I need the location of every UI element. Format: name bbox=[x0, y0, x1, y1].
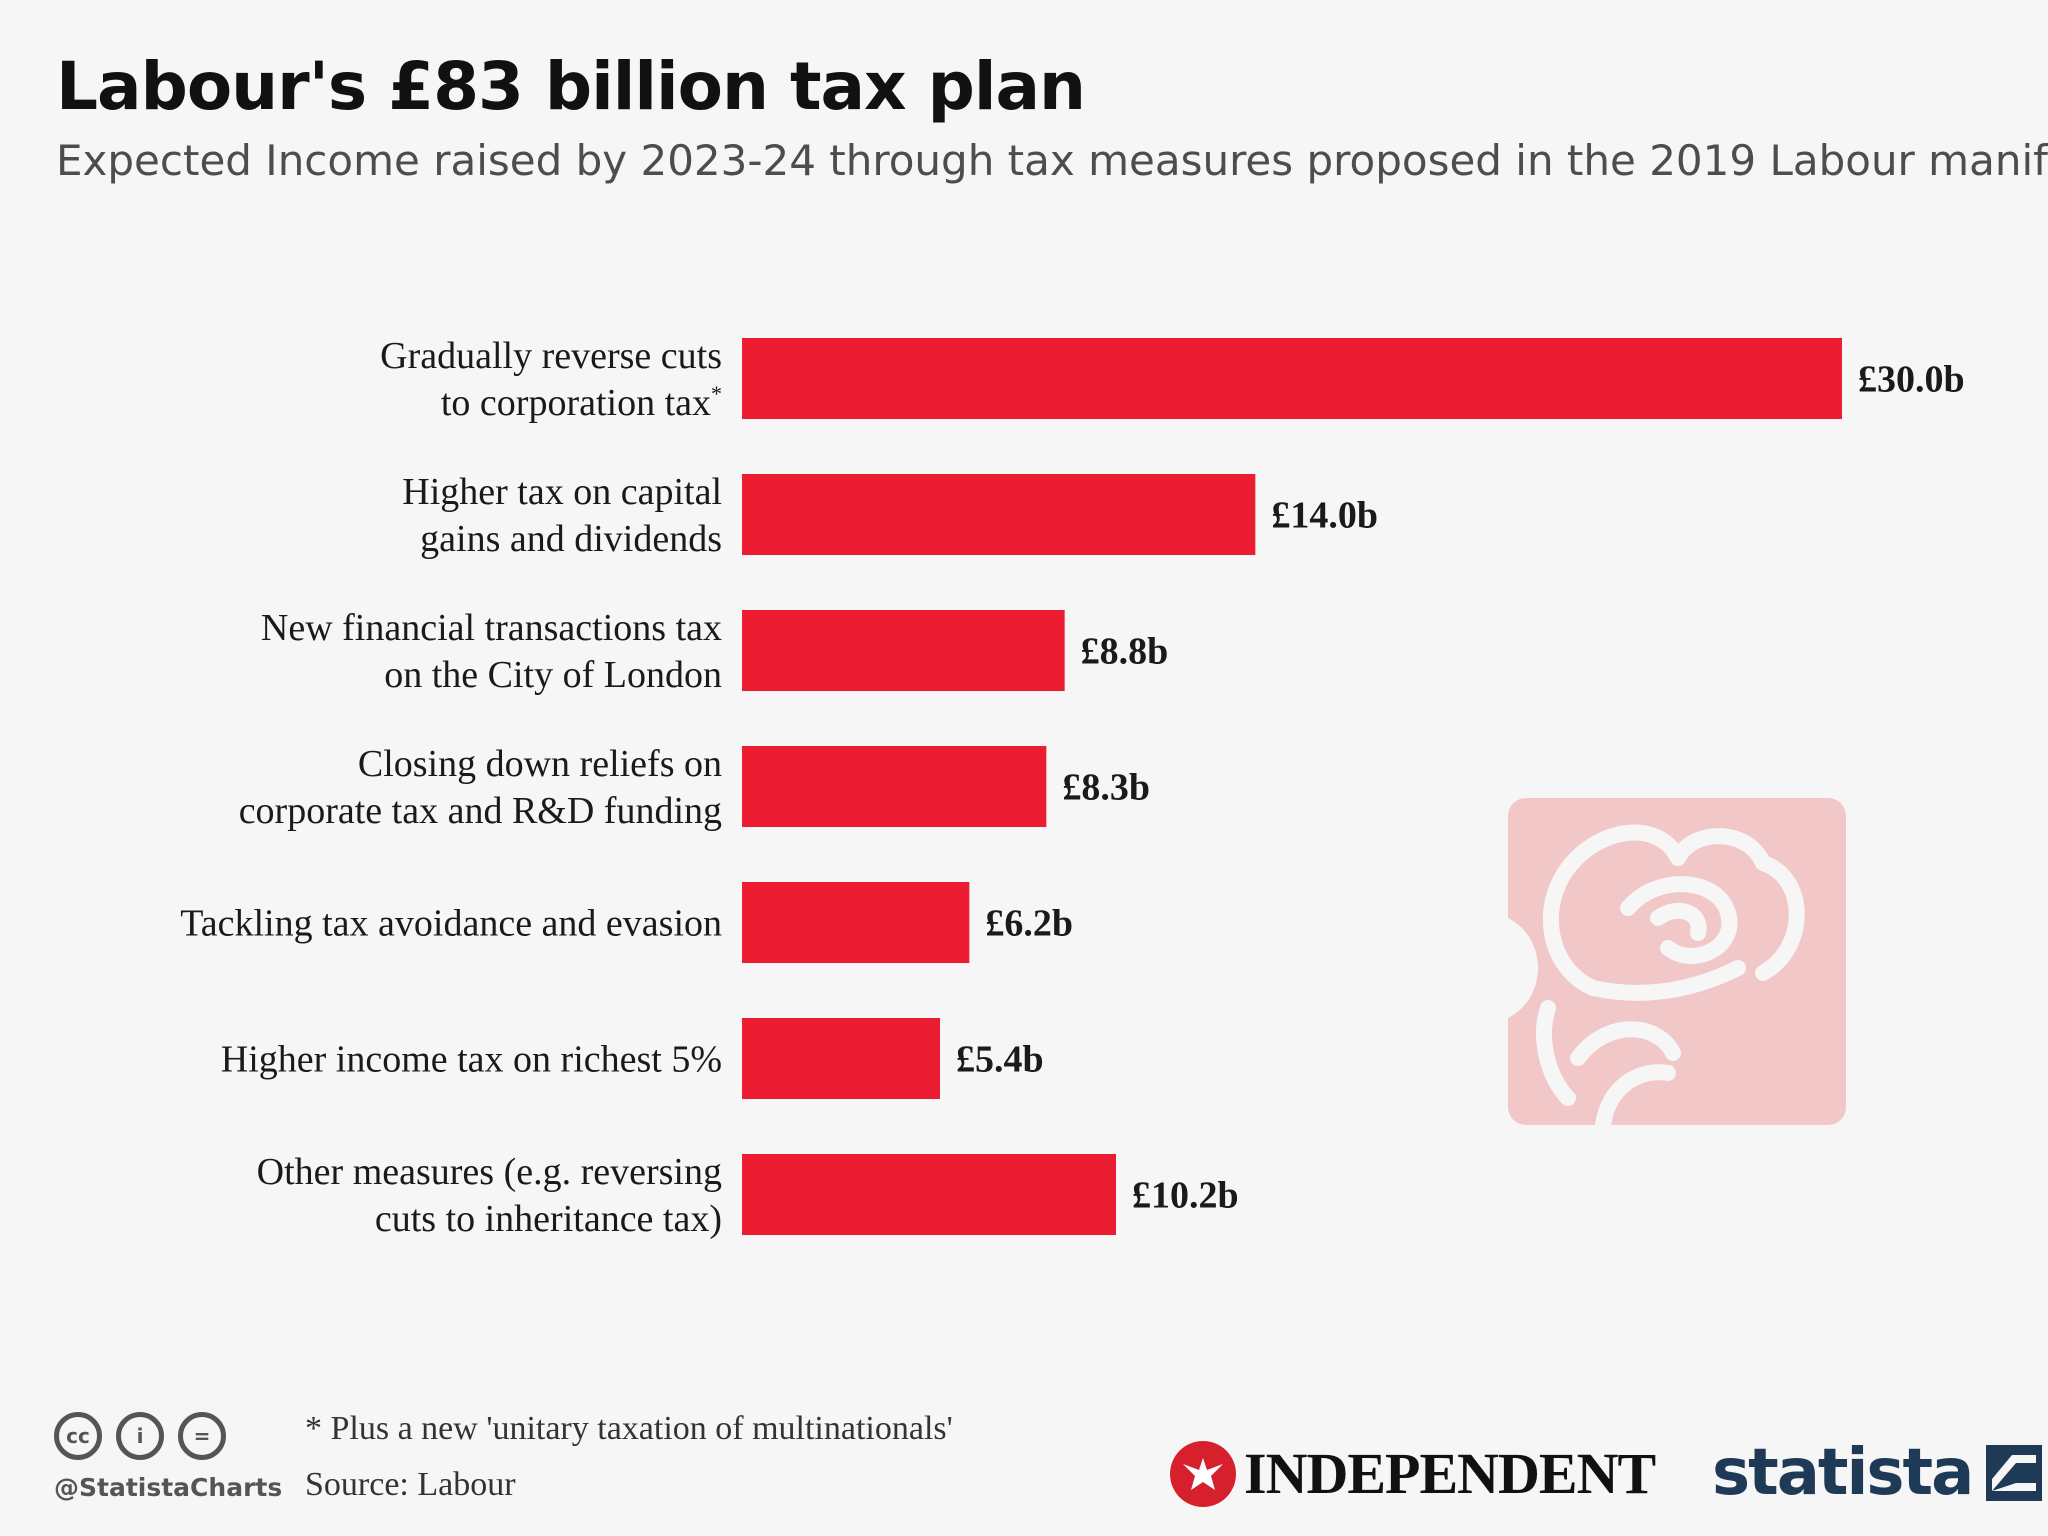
footnote: * Plus a new 'unitary taxation of multin… bbox=[305, 1410, 953, 1447]
chart-title: Labour's £83 billion tax plan bbox=[56, 48, 1086, 125]
bar-1 bbox=[742, 474, 1256, 555]
category-label-3-line-0: Closing down reliefs on bbox=[358, 743, 722, 785]
license-icons: cc i = bbox=[54, 1412, 226, 1460]
bar-5 bbox=[742, 1018, 940, 1099]
statista-wordmark: statista bbox=[1712, 1436, 1974, 1510]
category-label-6-line-0: Other measures (e.g. reversing bbox=[257, 1151, 722, 1193]
category-label-0-line-0: Gradually reverse cuts bbox=[380, 335, 722, 377]
category-label-1-line-0: Higher tax on capital bbox=[402, 471, 722, 513]
category-label-0-line-1: to corporation tax* bbox=[441, 381, 722, 424]
bar-6 bbox=[742, 1154, 1116, 1235]
value-label-4: £6.2b bbox=[985, 903, 1073, 945]
category-label-5-line-0: Higher income tax on richest 5% bbox=[221, 1039, 722, 1081]
value-label-2: £8.8b bbox=[1081, 631, 1169, 673]
bar-2 bbox=[742, 610, 1065, 691]
category-label-6-line-1: cuts to inheritance tax) bbox=[375, 1198, 722, 1240]
statista-handle[interactable]: @StatistaCharts bbox=[54, 1473, 283, 1502]
category-label-1-line-1: gains and dividends bbox=[420, 518, 722, 560]
value-label-1: £14.0b bbox=[1271, 495, 1378, 537]
category-label-2-line-0: New financial transactions tax bbox=[261, 607, 722, 649]
bar-4 bbox=[742, 882, 970, 963]
category-label-2-line-1: on the City of London bbox=[384, 654, 722, 696]
category-label-3-line-1: corporate tax and R&D funding bbox=[239, 790, 722, 832]
chart-subtitle: Expected Income raised by 2023-24 throug… bbox=[56, 136, 2048, 185]
value-label-5: £5.4b bbox=[956, 1039, 1044, 1081]
independent-logo[interactable]: INDEPENDENT bbox=[1170, 1440, 1656, 1507]
statista-mark-icon bbox=[1986, 1445, 2043, 1501]
bar-0 bbox=[742, 338, 1842, 419]
no-derivatives-icon[interactable]: = bbox=[178, 1412, 226, 1460]
cc-icon[interactable]: cc bbox=[54, 1412, 102, 1460]
labour-rose-watermark bbox=[1508, 798, 1846, 1125]
category-label-4-line-0: Tackling tax avoidance and evasion bbox=[180, 903, 722, 945]
eagle-icon bbox=[1170, 1440, 1236, 1507]
statista-logo[interactable]: statista bbox=[1712, 1436, 2043, 1510]
value-label-3: £8.3b bbox=[1062, 767, 1150, 809]
source-note: Source: Labour bbox=[305, 1466, 516, 1503]
independent-wordmark: INDEPENDENT bbox=[1244, 1441, 1656, 1506]
bar-3 bbox=[742, 746, 1047, 827]
value-label-0: £30.0b bbox=[1858, 359, 1965, 401]
attribution-icon[interactable]: i bbox=[116, 1412, 164, 1460]
value-label-6: £10.2b bbox=[1132, 1175, 1239, 1217]
